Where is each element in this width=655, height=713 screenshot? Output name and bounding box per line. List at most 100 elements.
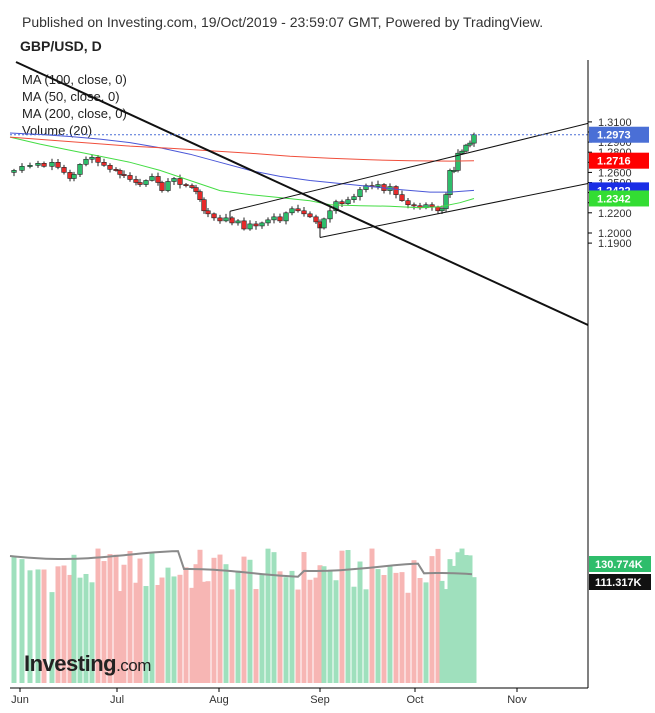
volume-bar [363, 589, 369, 683]
candle-body [447, 170, 453, 195]
channel-upper-line[interactable] [229, 122, 589, 212]
volume-bar [101, 561, 107, 683]
y-tick-label: 1.2200 [598, 208, 632, 220]
candle-body [35, 163, 41, 166]
volume-bar [393, 572, 399, 683]
candle-body [357, 189, 363, 197]
volume-bar [223, 564, 229, 683]
candle-body [55, 162, 61, 168]
candle-body [121, 174, 127, 176]
x-tick-label: Sep [310, 694, 330, 706]
price-badge [589, 152, 649, 169]
price-badge-label: 1.2342 [597, 193, 631, 205]
candle-body [183, 184, 189, 187]
candle-body [253, 223, 259, 227]
volume-bar [117, 591, 123, 683]
candle-body [77, 164, 83, 175]
volume-badge [589, 574, 651, 590]
price-badge-label: 1.2716 [597, 156, 631, 168]
candle-body [171, 178, 177, 182]
candle-body [137, 182, 143, 185]
channel-lower-line[interactable] [319, 183, 589, 239]
candle-body [235, 220, 241, 224]
candle-body [307, 213, 313, 218]
volume-bar [295, 589, 301, 683]
volume-bar [189, 587, 195, 683]
candle-body [463, 144, 469, 152]
price-badge [589, 126, 649, 143]
candle-body [217, 217, 223, 222]
volume-bar [165, 567, 171, 683]
candle-body [149, 176, 155, 181]
chart-title: GBP/USD, D [20, 38, 102, 54]
candle-body [159, 182, 165, 191]
candle-body [283, 212, 289, 222]
candle-body [61, 167, 67, 173]
volume-bar [327, 569, 333, 683]
candle-body [133, 179, 139, 183]
candle-body [229, 217, 235, 224]
volume-bar [149, 551, 155, 683]
volume-bar [277, 571, 283, 683]
volume-bar [49, 592, 55, 683]
volume-bar [71, 554, 77, 683]
ma200-line [9, 136, 475, 162]
candle-body [247, 223, 253, 230]
volume-bar [133, 582, 139, 683]
volume-bar [143, 586, 149, 683]
investing-logo: Investing.com [24, 651, 151, 677]
volume-bar [313, 577, 319, 683]
volume-bar [241, 556, 247, 683]
indicator-ma50[interactable]: MA (50, close, 0) [22, 89, 120, 104]
volume-bar [19, 559, 25, 683]
volume-bar [467, 555, 473, 683]
volume-bar [217, 554, 223, 683]
candle-body [265, 219, 271, 224]
volume-bar [235, 570, 241, 683]
candle-body [301, 210, 307, 215]
candle-body [459, 150, 465, 154]
candle-body [327, 210, 333, 220]
volume-bar [55, 566, 61, 683]
volume-bar [205, 581, 211, 683]
volume-bar [77, 577, 83, 683]
volume-bar [417, 578, 423, 683]
price-badge [589, 190, 649, 207]
volume-bar [127, 550, 133, 683]
candle-body [295, 208, 301, 212]
candle-body [241, 220, 247, 230]
volume-bar [381, 575, 387, 683]
candle-body [223, 217, 229, 222]
volume-bar [345, 549, 351, 683]
volume-badge-label: 130.774K [595, 559, 643, 571]
volume-bar [211, 557, 217, 683]
y-tick-label: 1.3100 [598, 117, 632, 129]
candle-body [467, 142, 473, 146]
candle-body [71, 174, 77, 179]
candle-body [165, 181, 171, 191]
volume-bar [83, 573, 89, 683]
volume-bar [229, 589, 235, 683]
candle-body [259, 222, 265, 227]
indicator-ma200[interactable]: MA (200, close, 0) [22, 106, 127, 121]
candle-body [89, 156, 95, 160]
y-tick-label: 1.1900 [598, 238, 632, 250]
volume-bar [451, 565, 457, 683]
volume-bar [463, 555, 469, 683]
candle-body [107, 165, 113, 170]
volume-bar [283, 577, 289, 683]
candle-body [189, 185, 195, 188]
volume-bar [447, 559, 453, 683]
candle-body [333, 201, 339, 212]
x-tick-label: Jul [110, 694, 124, 706]
candle-body [95, 156, 101, 163]
candle-body [201, 199, 207, 212]
volume-bar [35, 569, 41, 683]
volume-bar [375, 569, 381, 683]
volume-bar [89, 582, 95, 683]
candle-body [177, 178, 183, 185]
logo-suffix: .com [116, 656, 151, 675]
candle-body [277, 216, 283, 222]
